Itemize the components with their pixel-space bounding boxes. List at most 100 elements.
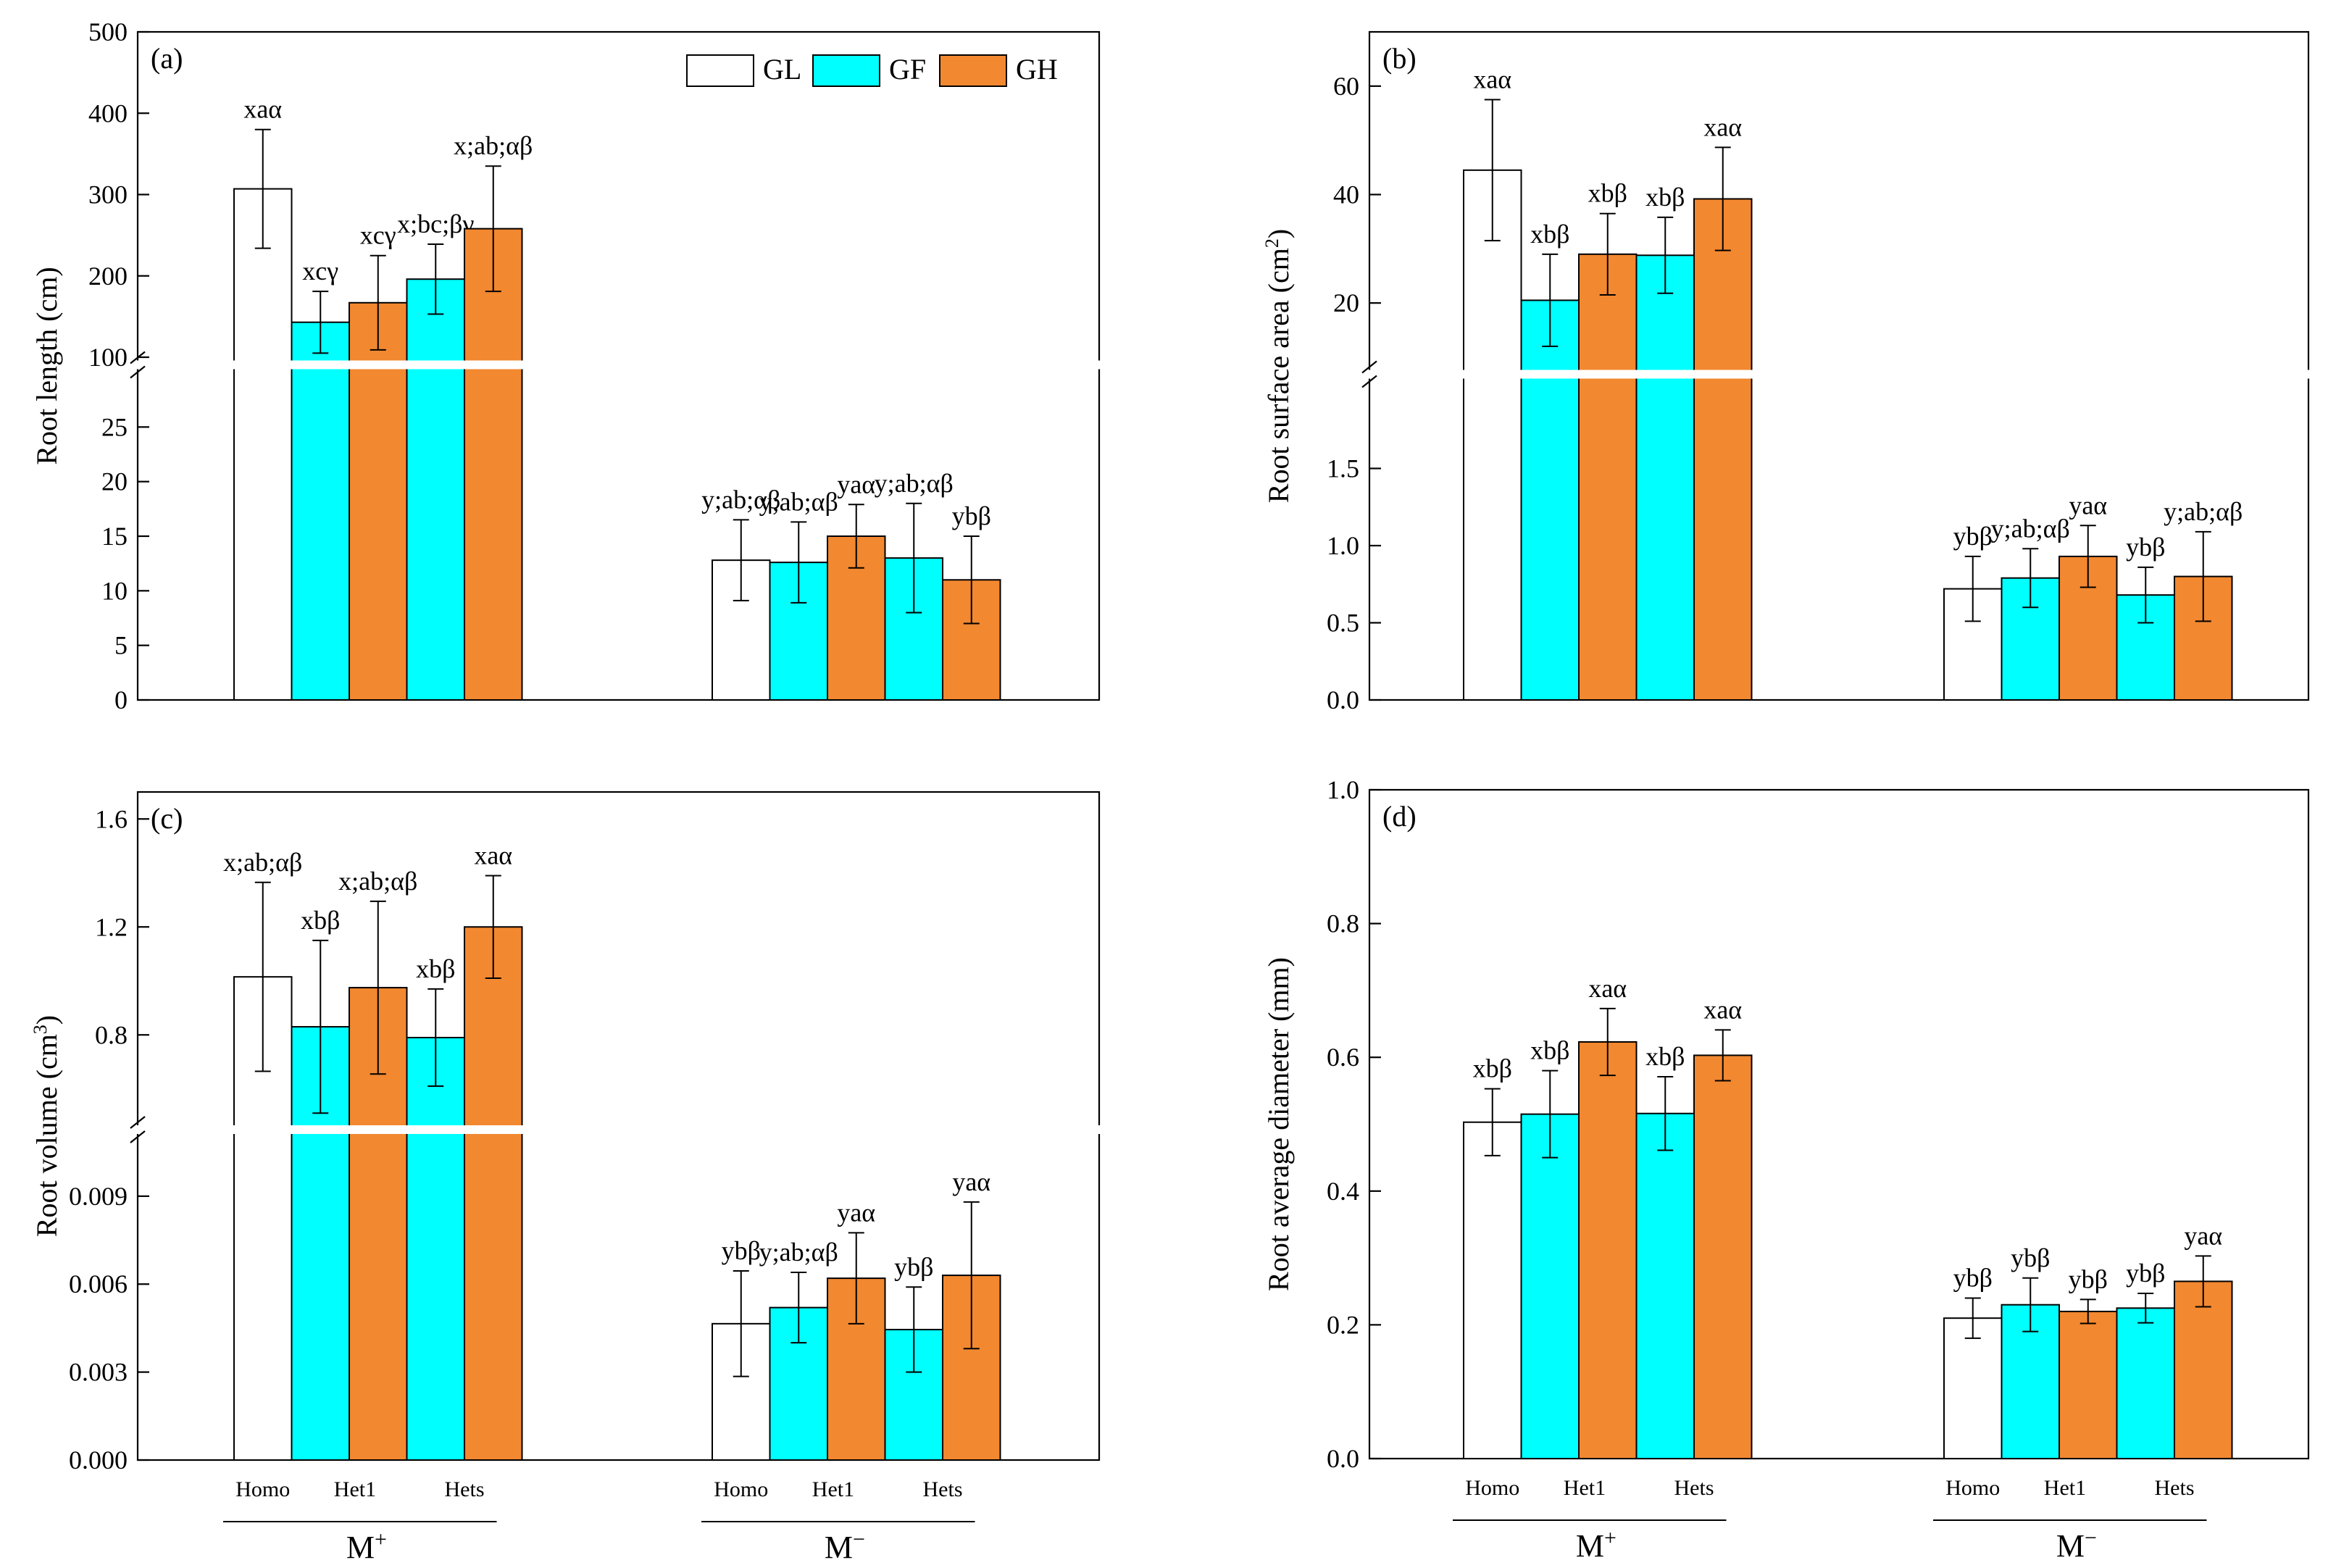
y-axis-label: Root volume (cm3) — [30, 1015, 63, 1237]
bar-gh — [1578, 253, 1638, 701]
group-label: M+ — [1576, 1526, 1617, 1564]
y-tick-label: 20 — [1333, 288, 1359, 317]
y-axis-label-end: ) — [1262, 229, 1295, 238]
significance-label: xaα — [1588, 974, 1627, 1003]
y-tick-label: 40 — [1333, 180, 1359, 209]
y-tick-label: 0.8 — [95, 1020, 128, 1049]
y-tick-label: 5 — [114, 631, 128, 660]
significance-label: xbβ — [1473, 1054, 1512, 1083]
significance-label: ybβ — [2011, 1243, 2050, 1272]
bar-gh — [2174, 1280, 2233, 1460]
y-tick-label: 0.003 — [69, 1358, 128, 1387]
y-tick-label: 1.6 — [95, 804, 128, 833]
significance-label: yaα — [952, 1167, 990, 1196]
y-tick-label: 0.4 — [1327, 1177, 1359, 1206]
significance-label: x;ab;αβ — [338, 867, 417, 896]
significance-label: ybβ — [952, 501, 991, 530]
y-axis-label: Root average diameter (mm) — [1262, 957, 1295, 1291]
significance-label: xbβ — [1645, 183, 1685, 212]
significance-label: xaα — [243, 95, 282, 124]
group-sublabel: Het1 — [812, 1477, 854, 1501]
bar-gl — [1943, 1317, 2003, 1460]
bar-gf — [2116, 1307, 2175, 1459]
y-tick-label: 300 — [88, 180, 128, 209]
y-axis-label-text: Root volume (cm — [30, 1034, 63, 1237]
y-tick-label: 0.8 — [1327, 909, 1359, 938]
group-label: M− — [2056, 1526, 2097, 1564]
group-sublabel: Hets — [1674, 1476, 1714, 1500]
bar-gh — [1693, 1054, 1753, 1459]
significance-label: ybβ — [1953, 522, 1993, 551]
axis-break-mark — [1361, 375, 1377, 388]
panel-c: 0.000 0.003 0.006 0.009 0.8 1.2 1.6 x;ab;αβ xbβ x… — [30, 791, 1102, 1475]
group-label-text: M — [346, 1530, 375, 1564]
significance-label: x;ab;αβ — [454, 131, 533, 160]
bar-gf — [1520, 1113, 1580, 1460]
y-axis-label: Root length (cm) — [30, 267, 63, 464]
bar-gh — [464, 926, 523, 1461]
y-tick-label: 0.6 — [1327, 1043, 1359, 1072]
y-tick-label: 0.006 — [69, 1269, 128, 1298]
y-axis-label-sup: 2 — [1261, 238, 1282, 248]
bar-gf — [291, 321, 350, 701]
significance-label: xbβ — [1530, 1036, 1569, 1065]
panel-label: (d) — [1382, 800, 1417, 833]
group-sublabel: Hets — [445, 1477, 485, 1501]
significance-label: xbβ — [416, 954, 455, 983]
significance-label: yaα — [837, 470, 875, 499]
group-sublabel: Homo — [714, 1477, 768, 1501]
bar-gl — [233, 188, 293, 701]
significance-label: yaα — [837, 1198, 875, 1227]
significance-label: ybβ — [1953, 1263, 1993, 1292]
significance-label: xbβ — [1588, 179, 1627, 208]
bar-gh — [464, 228, 523, 701]
significance-label: xbβ — [1530, 220, 1569, 249]
y-axis-label-end: ) — [30, 1015, 63, 1025]
y-tick-label: 60 — [1333, 72, 1359, 101]
group-label-sup: − — [2085, 1526, 2097, 1550]
significance-label: y;ab;αβ — [2164, 497, 2243, 526]
bar-gh — [1578, 1041, 1638, 1459]
y-axis-label-text: Root surface area (cm — [1262, 248, 1295, 503]
bar-gf — [1635, 1112, 1695, 1460]
group-label-text: M — [825, 1530, 853, 1564]
group-label: M+ — [346, 1527, 387, 1564]
axis-break-mark — [130, 365, 146, 379]
significance-label: yaα — [2069, 491, 2107, 520]
axis-break-gap — [135, 1125, 1102, 1134]
y-axis-label-text: Root length (cm) — [30, 267, 63, 464]
group-label-text: M — [2056, 1528, 2085, 1564]
significance-label: xbβ — [1645, 1042, 1685, 1071]
significance-label: ybβ — [2126, 533, 2165, 562]
significance-label: xcγ — [302, 257, 338, 285]
y-tick-label: 1.0 — [1327, 775, 1359, 804]
y-axis-label-text: Root average diameter (mm) — [1262, 957, 1295, 1291]
significance-label: ybβ — [2069, 1264, 2108, 1293]
y-tick-label: 20 — [101, 467, 128, 496]
y-tick-label: 200 — [88, 262, 128, 291]
significance-label: xaα — [1703, 112, 1742, 141]
y-tick-label: 10 — [101, 576, 128, 605]
axis-break-gap — [1367, 370, 2311, 379]
legend-label-gh: GH — [1016, 53, 1058, 86]
y-tick-label: 0.0 — [1327, 685, 1359, 714]
plot-frame — [1368, 788, 2310, 1460]
axis-break-mark — [1361, 360, 1377, 374]
significance-label: y;ab;αβ — [759, 1238, 838, 1267]
significance-label: xaα — [474, 841, 512, 870]
significance-label: xaα — [1703, 995, 1742, 1024]
group-sublabel: Hets — [2155, 1476, 2195, 1500]
bar-gh — [2058, 1310, 2118, 1459]
group-label: M− — [825, 1527, 865, 1564]
legend-swatch-gf — [812, 54, 880, 87]
significance-label: y;ab;αβ — [701, 485, 780, 514]
axis-break-mark — [130, 1130, 146, 1143]
significance-label: yaα — [2184, 1221, 2222, 1250]
bar-gf — [1520, 299, 1580, 701]
panel-label: (b) — [1382, 42, 1417, 75]
y-axis-label-sup: 3 — [30, 1025, 51, 1034]
significance-label: y;ab;αβ — [1991, 514, 2070, 543]
